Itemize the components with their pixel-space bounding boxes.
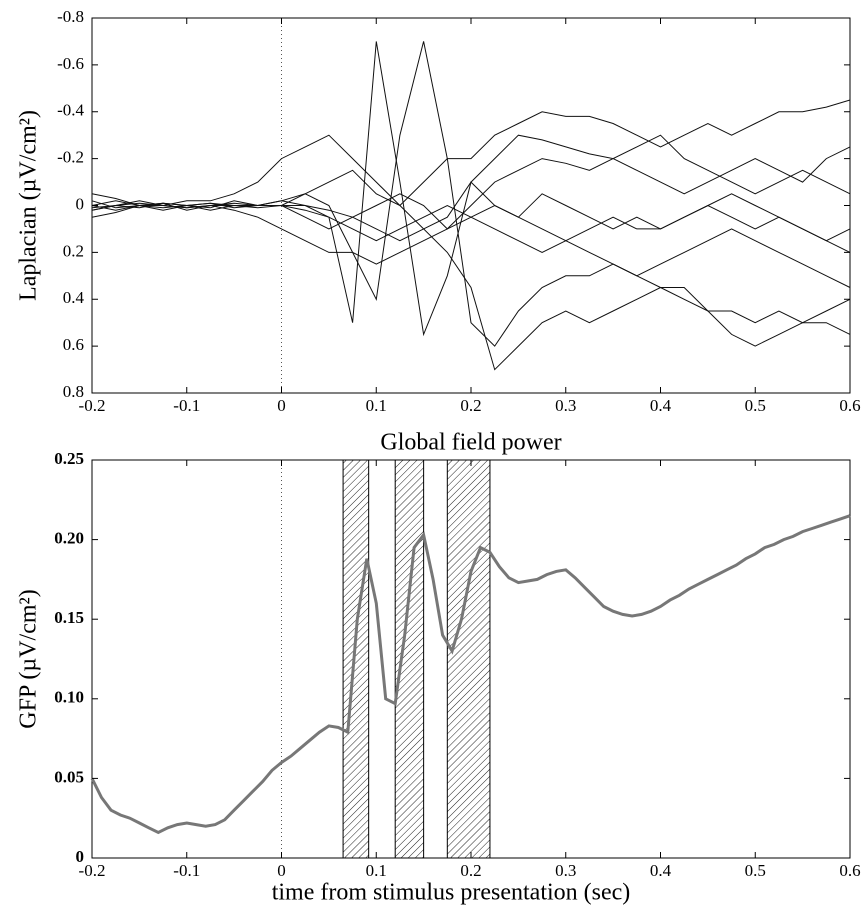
x-tick-label: -0.1 <box>173 861 200 880</box>
y-tick-label: -0.4 <box>57 101 84 120</box>
x-tick-label: 0.6 <box>839 396 860 415</box>
chart-title: Global field power <box>380 430 561 456</box>
data-line <box>91 41 851 347</box>
y-tick-label: -0.8 <box>57 7 84 26</box>
x-tick-label: 0.4 <box>650 861 672 880</box>
x-tick-label: 0.5 <box>745 861 766 880</box>
y-tick-label: -0.6 <box>57 54 84 73</box>
data-line <box>91 41 851 337</box>
y-tick-label: 0 <box>76 194 85 213</box>
x-tick-label: 0 <box>277 861 286 880</box>
data-line <box>91 99 851 218</box>
y-tick-label: 0.10 <box>54 688 84 707</box>
data-line <box>91 200 851 288</box>
x-tick-label: 0.5 <box>745 396 766 415</box>
y-tick-label: 0.2 <box>63 241 84 260</box>
x-tick-label: 0.1 <box>366 861 387 880</box>
y-tick-label: 0 <box>76 847 85 866</box>
data-line <box>91 134 851 242</box>
y-tick-label: 0.20 <box>54 529 84 548</box>
x-axis-label: time from stimulus presentation (sec) <box>272 880 631 906</box>
y-axis-label: GFP (µV/cm²) <box>16 589 42 728</box>
y-tick-label: 0.6 <box>63 335 84 354</box>
y-tick-label: 0.25 <box>54 449 84 468</box>
y-tick-label: 0.8 <box>63 382 84 401</box>
x-tick-label: 0.2 <box>460 861 481 880</box>
y-axis-label: Laplacian (µV/cm²) <box>16 110 42 301</box>
y-tick-label: -0.2 <box>57 148 84 167</box>
y-tick-label: 0.15 <box>54 608 84 627</box>
y-tick-label: 0.4 <box>63 288 85 307</box>
x-tick-label: 0.3 <box>555 396 576 415</box>
x-tick-label: 0.2 <box>460 396 481 415</box>
x-tick-label: 0 <box>277 396 286 415</box>
x-tick-label: -0.2 <box>79 396 106 415</box>
highlight-band <box>394 459 425 859</box>
x-tick-label: 0.6 <box>839 861 860 880</box>
x-tick-label: -0.1 <box>173 396 200 415</box>
data-line <box>91 193 851 253</box>
x-tick-label: 0.1 <box>366 396 387 415</box>
data-line <box>91 134 851 371</box>
data-line <box>90 514 851 835</box>
highlight-band <box>446 459 491 859</box>
data-line <box>91 146 851 230</box>
x-tick-label: 0.4 <box>650 396 672 415</box>
x-tick-label: 0.3 <box>555 861 576 880</box>
highlight-band <box>342 459 370 859</box>
x-tick-label: -0.2 <box>79 861 106 880</box>
y-tick-label: 0.05 <box>54 767 84 786</box>
